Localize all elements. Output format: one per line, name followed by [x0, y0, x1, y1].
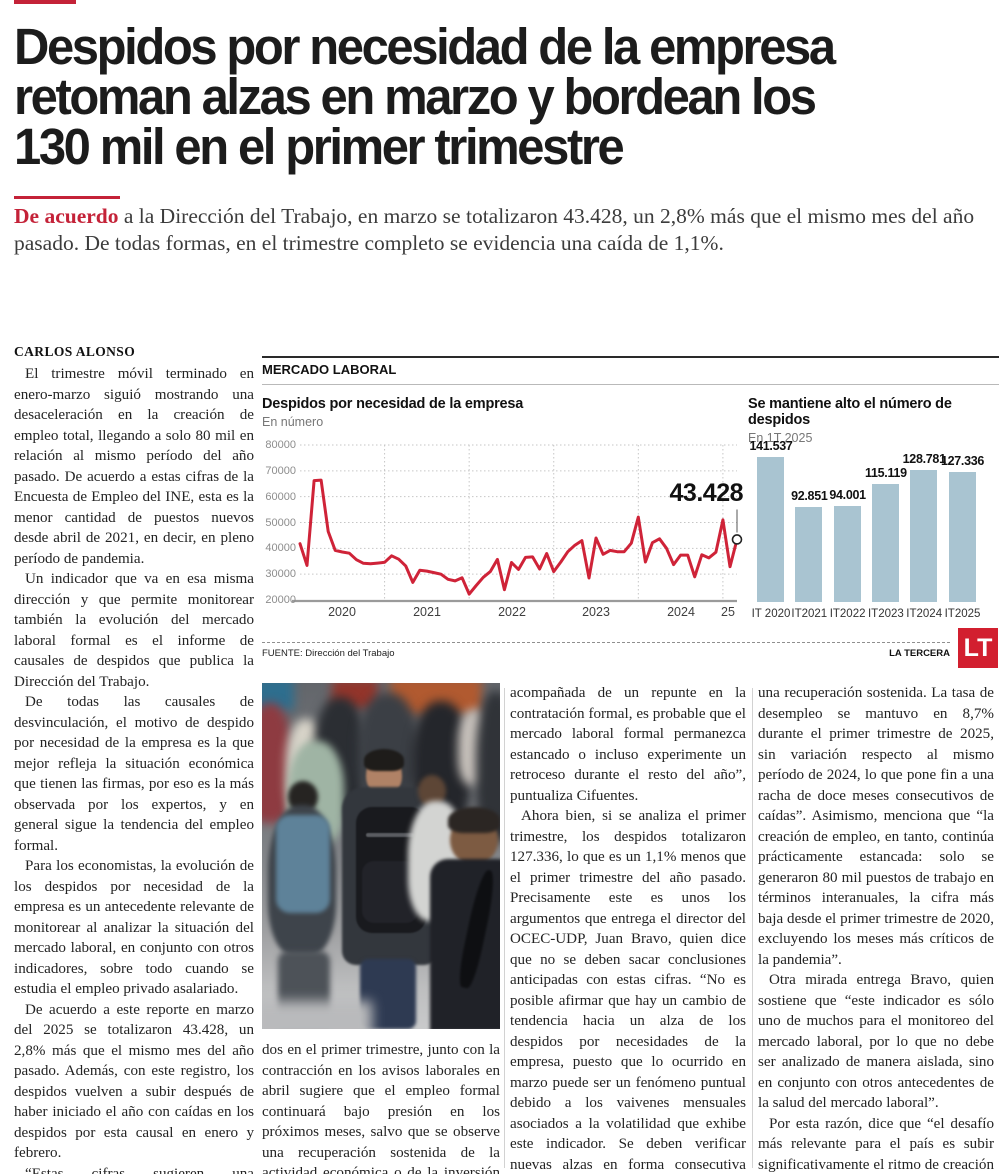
- line-chart-plot: 43.428 80000 70000 60000 50000 40000 30000 200…: [265, 439, 743, 619]
- lead-paragraph: De acuerdo a la Dirección del Trabajo, e…: [14, 203, 982, 257]
- foreground-hair: [448, 807, 500, 833]
- bar-IT2024: [910, 470, 938, 602]
- bar-IT2022: [833, 506, 861, 602]
- article-column-4: una recuperación sostenida. La tasa de d…: [758, 683, 994, 1174]
- bar-chart-plot: 141.537 IT 2020 92.851 IT2021 94.001 IT2022 11…: [748, 439, 999, 620]
- column-rule: [752, 688, 753, 1168]
- byline: CARLOS ALONSO: [14, 344, 136, 359]
- paragraph: Ahora bien, si se analiza el primer trim…: [510, 808, 746, 1173]
- column-rule: [504, 688, 505, 1168]
- bar-value-label: 128.781: [902, 452, 946, 466]
- lead-rest-text: a la Dirección del Trabajo, en marzo se …: [14, 204, 975, 255]
- infographic-section-label: MERCADO LABORAL: [262, 362, 397, 377]
- street-crowd-photo: [262, 683, 500, 1029]
- bar-value-label: 115.119: [865, 466, 907, 480]
- line-chart-svg: [292, 444, 743, 603]
- bar-category-label: IT2021: [791, 608, 828, 620]
- headline: Despidos por necesidad de la empresa ret…: [14, 18, 955, 175]
- y-axis-tick-label: 60000: [265, 490, 296, 503]
- paragraph: una recuperación sostenida. La tasa de d…: [758, 685, 994, 968]
- paragraph: Para los economistas, la evolución de lo…: [14, 858, 254, 997]
- line-chart-subtitle: En número: [262, 415, 324, 429]
- bar-IT2021: [795, 507, 823, 602]
- y-axis-tick-label: 30000: [265, 568, 296, 581]
- source-rule: [262, 642, 950, 643]
- bar-chart-subtitle: En 1T 2025: [748, 431, 813, 445]
- bar-chart-title: Se mantiene alto el número de despidos: [748, 396, 952, 428]
- bar-IT2025: [948, 472, 976, 602]
- paragraph: Por esta razón, dice que “el desafío más…: [758, 1115, 994, 1173]
- x-axis-tick-label: 2020: [328, 605, 356, 619]
- paragraph: acompañada de un repunte en la contratac…: [510, 685, 746, 804]
- article-column-1: El trimestre móvil terminado en enero-ma…: [14, 364, 254, 1174]
- paragraph: De todas las causales de desvinculación,…: [14, 694, 254, 854]
- bar-value-label: 141.537: [749, 439, 793, 453]
- column-3-top: acompañada de un repunte en la contratac…: [510, 683, 746, 1174]
- source-label: FUENTE: Dirección del Trabajo: [262, 648, 395, 659]
- subject-backpack-zipper: [366, 833, 414, 837]
- bar-category-label: IT2025: [944, 608, 981, 620]
- paragraph: dos en el primer trimestre, junto con la…: [262, 1042, 500, 1174]
- bar-category-label: IT 2020: [751, 608, 791, 620]
- subject-hair: [364, 749, 404, 771]
- x-axis-tick-label: 2022: [498, 605, 526, 619]
- line-chart-title: Despidos por necesidad de la empresa: [262, 396, 524, 412]
- bar-value-label: 92.851: [791, 489, 828, 503]
- bar-IT2020: [757, 457, 784, 602]
- bar-category-label: IT2023: [867, 608, 904, 620]
- paragraph: Otra mirada entrega Bravo, quien sostien…: [758, 972, 994, 1111]
- infographic-block: MERCADO LABORAL Despidos por necesidad d…: [262, 352, 999, 677]
- article-column-3: acompañada de un repunte en la contratac…: [510, 683, 746, 1174]
- y-axis-tick-label: 50000: [265, 516, 296, 529]
- credit-label: LA TERCERA: [889, 648, 950, 659]
- lead-accent-rule: [14, 196, 120, 199]
- pavement: [262, 1001, 372, 1029]
- paragraph: Un indicador que va en esa misma direcci…: [14, 571, 254, 690]
- headline-line-3: 130 mil en el primer trimestre: [14, 118, 625, 175]
- person-left-backpack: [276, 815, 330, 913]
- x-axis-tick-label: 25: [721, 605, 735, 619]
- section-marker: [14, 0, 76, 4]
- lead-accent-text: De acuerdo: [14, 204, 119, 228]
- x-axis-tick-label: 2024: [667, 605, 695, 619]
- bar-category-label: IT2022: [829, 608, 866, 620]
- paragraph: El trimestre móvil terminado en enero-ma…: [14, 366, 254, 567]
- headline-line-2: retoman alzas en marzo y bordean los: [14, 68, 817, 125]
- despidos-line-series: [298, 478, 739, 596]
- line-chart-annotation: 43.428: [669, 479, 744, 507]
- la-tercera-logo: LT: [958, 628, 998, 668]
- y-axis-tick-label: 20000: [265, 594, 296, 606]
- infographic-sub-rule: [262, 384, 999, 385]
- last-point-marker: [731, 534, 743, 545]
- y-axis-tick-label: 70000: [265, 464, 296, 477]
- bar-value-label: 127.336: [940, 454, 985, 468]
- x-axis-tick-label: 2023: [582, 605, 610, 619]
- infographic-top-rule: [262, 356, 999, 358]
- line-chart: Despidos por necesidad de la empresa En …: [262, 396, 744, 619]
- bar-IT2023: [871, 484, 899, 602]
- headline-line-1: Despidos por necesidad de la empresa: [14, 18, 836, 75]
- bar-chart: Se mantiene alto el número de despidos E…: [748, 396, 999, 620]
- y-axis-tick-label: 40000: [265, 542, 296, 555]
- paragraph: De acuerdo a este reporte en marzo del 2…: [14, 1001, 254, 1162]
- x-axis-tick-label: 2021: [413, 605, 441, 619]
- y-axis-tick-label: 80000: [265, 439, 296, 451]
- bar-category-label: IT2024: [906, 608, 943, 620]
- bar-value-label: 94.001: [829, 488, 866, 502]
- paragraph: “Estas cifras sugieren una destrucción d…: [25, 1165, 254, 1174]
- article-column-2: dos en el primer trimestre, junto con la…: [262, 1040, 500, 1174]
